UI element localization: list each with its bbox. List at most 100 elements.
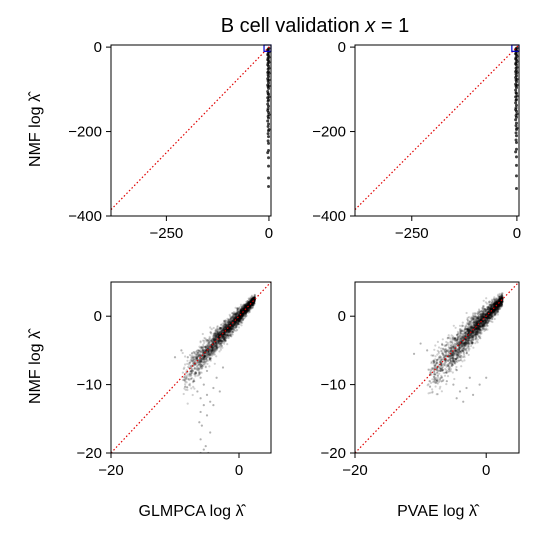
data-point <box>431 367 433 369</box>
data-point <box>267 56 270 59</box>
data-point <box>267 113 270 116</box>
data-point <box>213 354 215 356</box>
data-point <box>195 356 197 358</box>
data-point <box>190 375 192 377</box>
data-point <box>211 328 213 330</box>
data-point <box>448 344 450 346</box>
data-point <box>467 319 469 321</box>
data-point <box>207 351 209 353</box>
data-point <box>199 354 201 356</box>
data-point <box>430 354 432 356</box>
data-point <box>433 371 435 373</box>
data-point <box>184 363 186 365</box>
data-point <box>230 328 232 330</box>
data-point <box>515 122 518 125</box>
data-point <box>437 393 439 395</box>
data-point <box>433 349 435 351</box>
data-point <box>187 356 189 358</box>
data-point <box>226 343 228 345</box>
data-point <box>427 383 429 385</box>
data-point <box>186 363 188 365</box>
data-point <box>200 411 202 413</box>
data-point <box>266 120 269 123</box>
data-point <box>442 338 444 340</box>
data-point <box>267 177 270 180</box>
data-point <box>221 337 223 339</box>
y-tick-label: −400 <box>68 208 102 225</box>
data-point <box>227 319 229 321</box>
data-point <box>491 299 493 301</box>
data-point <box>459 359 461 361</box>
data-point <box>515 71 518 74</box>
data-point <box>209 431 211 433</box>
data-point <box>461 360 463 362</box>
data-point <box>218 350 220 352</box>
data-point <box>211 347 213 349</box>
data-point <box>470 345 472 347</box>
data-point <box>515 141 518 144</box>
data-point <box>202 340 204 342</box>
data-point <box>216 328 218 330</box>
data-point <box>266 109 269 112</box>
data-point <box>206 414 208 416</box>
data-point <box>486 324 488 326</box>
data-point <box>180 349 182 351</box>
data-point <box>213 327 215 329</box>
data-point <box>468 316 470 318</box>
data-point <box>431 388 433 390</box>
data-point <box>203 384 205 386</box>
data-point <box>267 165 270 168</box>
data-point <box>209 401 211 403</box>
data-point <box>514 108 517 111</box>
identity-line <box>355 45 519 210</box>
data-point <box>197 352 199 354</box>
data-point <box>186 360 188 362</box>
data-point <box>195 372 197 374</box>
data-point <box>515 134 518 137</box>
x-tick-label: 0 <box>235 462 243 479</box>
data-point <box>225 320 227 322</box>
data-point <box>238 312 240 314</box>
data-point <box>252 297 254 299</box>
data-point <box>267 95 270 98</box>
data-point <box>195 353 197 355</box>
data-point <box>446 349 448 351</box>
data-point <box>472 312 474 314</box>
data-point <box>429 392 431 394</box>
data-point <box>451 365 453 367</box>
data-point <box>267 67 270 70</box>
data-point <box>201 346 203 348</box>
data-point <box>515 78 518 81</box>
data-point <box>514 101 517 104</box>
data-point <box>267 139 270 142</box>
data-point <box>188 373 190 375</box>
data-point <box>226 329 228 331</box>
data-point <box>443 362 445 364</box>
data-point <box>186 389 188 391</box>
data-point <box>515 127 518 130</box>
data-point <box>475 337 477 339</box>
data-point <box>267 61 270 64</box>
data-point <box>455 366 457 368</box>
data-point <box>215 355 217 357</box>
data-point <box>514 118 517 121</box>
data-point <box>515 55 518 58</box>
data-point <box>438 381 440 383</box>
data-point <box>448 334 450 336</box>
data-point <box>515 91 518 94</box>
data-point <box>198 346 200 348</box>
data-point <box>183 368 185 370</box>
data-point <box>202 362 204 364</box>
y-tick-label: −10 <box>77 377 102 394</box>
data-point <box>206 394 208 396</box>
data-point <box>460 365 462 367</box>
data-point <box>184 379 186 381</box>
data-point <box>198 367 200 369</box>
data-point <box>183 387 185 389</box>
data-point <box>239 319 241 321</box>
data-point <box>220 343 222 345</box>
data-point <box>216 346 218 348</box>
data-point <box>193 358 195 360</box>
data-point <box>194 375 196 377</box>
